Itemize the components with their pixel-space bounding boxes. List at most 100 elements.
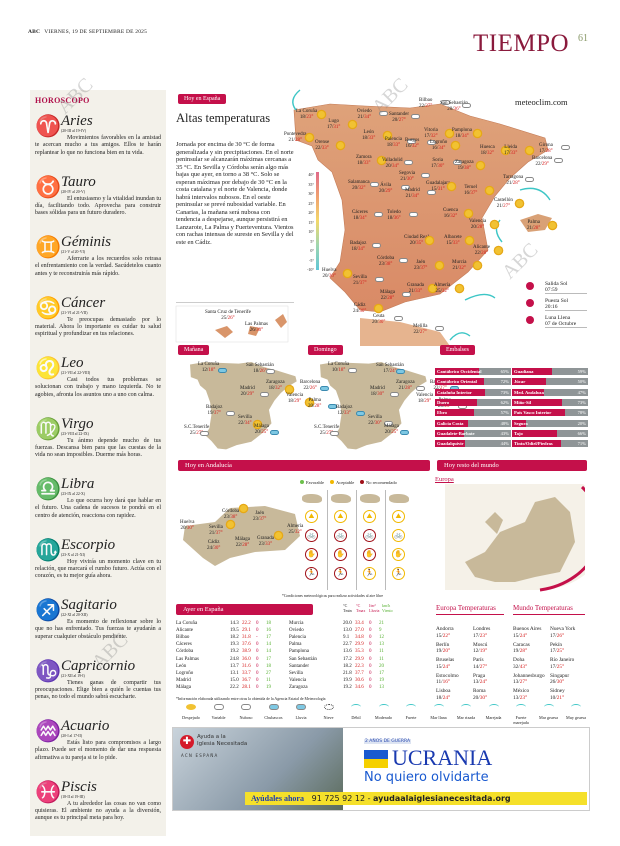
min-temp: 15 — [436, 632, 442, 639]
max-temp: 36.7 — [242, 677, 251, 683]
max-temp: 20° — [442, 648, 451, 654]
min-temp: 24 — [207, 545, 212, 551]
station-name: Palma — [289, 642, 302, 648]
hiking-icon-acceptable: ⛰ — [334, 510, 347, 523]
min-temp: 18 — [386, 142, 392, 148]
city-temps: 20/29° — [379, 188, 393, 194]
max-temp: 27° — [196, 431, 203, 436]
city-label-zaragoza: Zaragoza 21/28° — [396, 380, 415, 391]
max-temp: 32° — [450, 213, 458, 219]
city-temps: 25/27° — [314, 431, 339, 437]
city-temps: 16/37° — [464, 190, 478, 196]
reservoir-percent: 65% — [500, 369, 509, 374]
city-name: Zaragoza — [266, 380, 285, 385]
horoscope-column: HOROSCOPO ♈ Aries (20-III al 19-IV) Movimie… — [30, 90, 166, 836]
advertisement-banner[interactable]: ✚ Ayuda a la Iglesia Necesitada ACN ESPAÑ… — [172, 727, 590, 811]
max-temp: 29° — [424, 398, 432, 404]
city-label-avila: Ávila 20/29° — [379, 183, 392, 194]
min-temp: 22 — [419, 103, 424, 109]
city-temps: 21/27° — [496, 203, 511, 209]
sun-icon — [426, 237, 433, 244]
city-name: Santa Cruz de Tenerife — [205, 310, 251, 315]
reservoir-name: Med. Andaluza — [514, 389, 544, 395]
max-temp: 31° — [333, 124, 341, 130]
city-label-orense: Orense 22/33° — [315, 140, 329, 151]
reservoir-bar-duero: Duero 62% — [435, 398, 511, 406]
city-temps: 21/28° — [288, 137, 302, 143]
city-name: Sevilla — [353, 275, 367, 280]
max-temp: 36° — [453, 106, 461, 112]
min-temp: 20 — [372, 319, 377, 325]
cloud-icon — [402, 292, 411, 297]
ad-url[interactable]: ayudaalaiglesianecesitada.org — [373, 794, 511, 803]
reservoir-percent: 73% — [577, 399, 586, 405]
yesterday-header: km/h Viento — [382, 603, 393, 613]
min-temp: 15.0 — [230, 677, 239, 683]
mar-rizada-icon — [461, 704, 471, 710]
lluvia-icon — [296, 704, 306, 710]
zodiac-virgo-icon: ♍ — [35, 416, 62, 441]
max-temp: 35.3 — [355, 649, 364, 655]
city-name: Castellón — [494, 198, 513, 203]
city-name: Johannesburgo — [513, 672, 545, 679]
legend-label: Moderado — [374, 715, 393, 720]
city-temps: 22/27° — [419, 103, 433, 109]
reservoir-fill — [435, 419, 468, 427]
city-temps: 17/23° — [473, 632, 488, 639]
ad-cta[interactable]: Ayúdales ahora — [251, 794, 304, 803]
city-temps: 18/29° — [287, 398, 302, 404]
rainfall: 0 — [256, 621, 259, 626]
city-name: La Coruña — [296, 109, 318, 114]
stretching-icon-not-recommended: ✋ — [305, 548, 318, 561]
reservoir-fill — [435, 378, 485, 386]
city-name: Orense — [315, 140, 330, 145]
city-temps: 21/32° — [452, 265, 466, 271]
sign-dates: (23-VIII al 22-IX) — [61, 431, 89, 436]
min-temp: 25 — [319, 430, 325, 436]
sun-icon — [436, 262, 443, 269]
city-name: La Coruña — [328, 362, 350, 367]
astro-luna-llena: Luna Llena 07 de Octubre — [545, 315, 587, 328]
city-label-palma: Palma 21/28° — [527, 220, 540, 231]
sign-name: Leo — [61, 355, 84, 371]
marejada-icon — [488, 704, 499, 710]
europe-map — [445, 484, 585, 592]
max-temp: 28° — [242, 542, 250, 548]
min-temp: 18 — [362, 135, 367, 141]
max-temp: 37° — [470, 190, 478, 196]
astro-value: 20:16 — [545, 304, 558, 310]
max-temp: 33° — [343, 410, 351, 416]
reservoir-name: Segura — [514, 420, 528, 426]
min-temp: 19 — [207, 410, 213, 416]
nieve-icon — [323, 704, 334, 710]
variable-icon — [213, 704, 224, 710]
stretching-icon-acceptable: ✋ — [392, 548, 405, 561]
cycling-icon-not-recommended: 🚲 — [305, 529, 318, 542]
scale-tick: -5° — [309, 257, 314, 263]
zodiac-capricornio-icon: ♑ — [35, 658, 62, 683]
legend-label: Nuboso — [239, 715, 253, 720]
ad-kicker: 2 AÑOS DE GUERRA — [364, 739, 412, 744]
scale-tick: 30° — [308, 191, 314, 196]
min-temp: 12 — [337, 410, 343, 416]
city-name: Las Palmas — [245, 322, 268, 327]
station-name: Cáceres — [176, 642, 192, 648]
city-temp-berlin: Berlín 19/20° — [436, 642, 450, 655]
rainfall: 0 — [369, 663, 372, 669]
ad-cta-bar[interactable]: Ayúdales ahora 91 725 92 12 - ayudaalaig… — [245, 792, 587, 805]
max-temp: 33° — [452, 240, 460, 246]
min-temp: 25 — [288, 529, 294, 535]
station-name: Santander — [289, 663, 309, 669]
min-temp: 25 — [221, 315, 227, 321]
legend-label: Favorable — [306, 480, 324, 485]
city-temps: 32/43° — [513, 663, 528, 670]
today-tag: Hoy en España — [178, 94, 227, 104]
city-temp-johannesburgo: Johannesburgo 13/27° — [513, 673, 545, 686]
zodiac-geminis-icon: ♊ — [35, 235, 62, 259]
europe-link[interactable]: Europa — [435, 476, 454, 483]
min-temp: 16 — [405, 143, 411, 149]
city-temps: 20/30° — [372, 319, 386, 325]
min-temp: 17 — [383, 368, 389, 374]
city-temps: 15/24° — [436, 663, 451, 670]
